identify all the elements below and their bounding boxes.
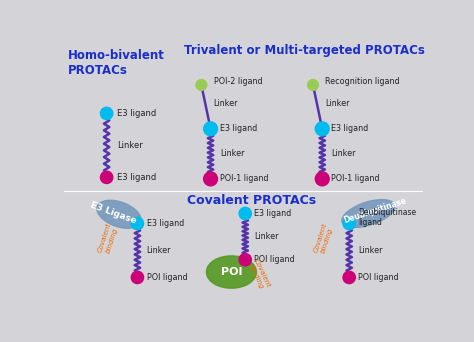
Text: Linker: Linker [331, 149, 356, 158]
Text: Linker: Linker [214, 99, 238, 108]
Circle shape [343, 271, 356, 284]
Text: POI-2 ligand: POI-2 ligand [214, 77, 262, 86]
Text: POI ligand: POI ligand [255, 255, 295, 264]
Text: Linker: Linker [146, 246, 171, 255]
Circle shape [315, 122, 329, 136]
Ellipse shape [342, 200, 395, 227]
Text: Linker: Linker [220, 149, 244, 158]
Text: POI-1 ligand: POI-1 ligand [331, 174, 380, 183]
Circle shape [204, 172, 218, 186]
Circle shape [100, 171, 113, 184]
Text: E3 ligand: E3 ligand [220, 124, 257, 133]
Text: Linker: Linker [325, 99, 350, 108]
Text: Linker: Linker [358, 246, 383, 255]
Text: Homo-bivalent
PROTACs: Homo-bivalent PROTACs [68, 49, 165, 77]
Text: E3 ligand: E3 ligand [146, 219, 184, 228]
Text: POI: POI [220, 267, 242, 277]
Circle shape [308, 80, 319, 90]
Text: E3 ligand: E3 ligand [255, 209, 292, 218]
Text: Linker: Linker [118, 141, 143, 150]
Text: Deubiquitinase: Deubiquitinase [342, 196, 407, 225]
Circle shape [131, 218, 144, 230]
Text: E3 ligand: E3 ligand [331, 124, 369, 133]
Text: POI ligand: POI ligand [358, 273, 399, 282]
Circle shape [239, 207, 251, 220]
Text: POI ligand: POI ligand [146, 273, 187, 282]
Ellipse shape [206, 256, 256, 288]
Circle shape [131, 271, 144, 284]
Circle shape [204, 122, 218, 136]
Text: E3 ligand: E3 ligand [118, 173, 157, 182]
Text: Covalent
binding: Covalent binding [313, 222, 335, 256]
Text: E3 ligand: E3 ligand [118, 109, 157, 118]
Text: Linker: Linker [255, 232, 279, 241]
Circle shape [196, 80, 207, 90]
Ellipse shape [97, 200, 141, 228]
Text: Deubiquitinase
ligand: Deubiquitinase ligand [358, 208, 417, 227]
Circle shape [239, 253, 251, 266]
Circle shape [343, 218, 356, 230]
Text: E3 Ligase: E3 Ligase [89, 200, 137, 225]
Text: Recognition ligand: Recognition ligand [325, 77, 400, 86]
Text: Covalent
binding: Covalent binding [97, 222, 119, 256]
Text: Trivalent or Multi-targeted PROTACs: Trivalent or Multi-targeted PROTACs [183, 44, 425, 57]
Circle shape [100, 107, 113, 120]
Circle shape [315, 172, 329, 186]
Text: POI-1 ligand: POI-1 ligand [220, 174, 268, 183]
Text: Covalent
binding: Covalent binding [246, 258, 272, 292]
Text: Covalent PROTACs: Covalent PROTACs [188, 194, 317, 207]
